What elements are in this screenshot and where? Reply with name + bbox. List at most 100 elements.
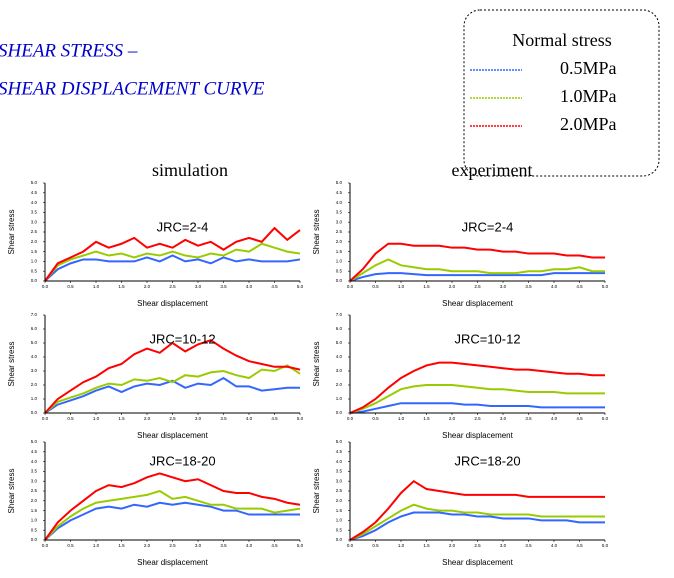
column-title: simulation	[152, 160, 228, 180]
series-line	[44, 364, 301, 414]
x-tick-label: 3.0	[500, 416, 507, 421]
series-line	[349, 272, 605, 282]
series-line	[349, 402, 605, 414]
title-line: SHEAR DISPLACEMENT CURVE	[0, 78, 265, 99]
x-tick-label: 0.5	[67, 416, 74, 421]
x-tick-label: 1.5	[423, 284, 430, 289]
x-tick-label: 1.0	[398, 284, 405, 289]
x-tick-label: 4.0	[551, 543, 558, 548]
x-tick-label: 3.0	[195, 284, 202, 289]
x-tick-label: 5.0	[602, 284, 609, 289]
x-tick-label: 2.0	[449, 416, 456, 421]
y-tick-label: 5.0	[336, 180, 343, 185]
y-tick-label: 3.0	[336, 368, 343, 373]
x-tick-label: 0.0	[42, 543, 49, 548]
legend-label: 2.0MPa	[560, 114, 617, 134]
x-tick-label: 5.0	[297, 543, 304, 548]
y-tick-label: 3.0	[336, 478, 343, 483]
y-tick-label: 7.0	[31, 312, 38, 317]
y-tick-label: 2.0	[336, 382, 343, 387]
y-tick-label: 2.5	[336, 488, 343, 493]
x-tick-label: 2.5	[474, 543, 481, 548]
x-tick-label: 4.0	[551, 416, 558, 421]
x-tick-label: 2.5	[169, 416, 176, 421]
y-tick-label: 0.0	[336, 537, 343, 542]
x-axis-label: Shear displacement	[442, 299, 513, 308]
x-tick-label: 1.0	[93, 543, 100, 548]
x-tick-label: 1.5	[423, 416, 430, 421]
annotation: JRC=2-4	[157, 219, 209, 234]
x-tick-label: 2.0	[449, 284, 456, 289]
y-axis-label: Shear stress	[7, 469, 16, 514]
series-line	[349, 479, 605, 541]
y-tick-label: 7.0	[336, 312, 343, 317]
y-tick-label: 4.0	[336, 459, 343, 464]
y-tick-label: 2.5	[31, 488, 38, 493]
y-tick-label: 1.5	[336, 249, 343, 254]
x-tick-label: 0.5	[372, 416, 379, 421]
y-tick-label: 0.5	[336, 527, 343, 532]
x-axis-label: Shear displacement	[137, 431, 208, 440]
y-tick-label: 5.0	[31, 439, 38, 444]
legend-label: 1.0MPa	[560, 86, 617, 106]
x-tick-label: 5.0	[297, 284, 304, 289]
y-tick-label: 1.0	[336, 396, 343, 401]
y-axis-label: Shear stress	[312, 210, 321, 255]
x-tick-label: 2.5	[169, 543, 176, 548]
y-tick-label: 1.0	[31, 518, 38, 523]
y-tick-label: 6.0	[31, 326, 38, 331]
x-tick-label: 4.5	[271, 543, 278, 548]
x-tick-label: 0.5	[372, 284, 379, 289]
series-line	[44, 339, 301, 414]
x-tick-label: 2.0	[144, 416, 151, 421]
x-tick-label: 4.5	[576, 543, 583, 548]
annotation: JRC=18-20	[454, 453, 520, 468]
x-axis-label: Shear displacement	[442, 431, 513, 440]
y-tick-label: 2.0	[31, 498, 38, 503]
series-line	[44, 472, 301, 541]
y-tick-label: 3.5	[336, 469, 343, 474]
x-tick-label: 3.5	[220, 543, 227, 548]
y-tick-label: 3.0	[336, 219, 343, 224]
x-tick-label: 3.0	[195, 543, 202, 548]
series-line	[44, 489, 301, 541]
x-tick-label: 4.5	[576, 284, 583, 289]
y-tick-label: 4.5	[336, 190, 343, 195]
series-line	[349, 503, 605, 541]
x-axis-label: Shear displacement	[137, 299, 208, 308]
x-tick-label: 2.5	[474, 284, 481, 289]
x-tick-label: 3.5	[525, 416, 532, 421]
x-tick-label: 1.5	[118, 284, 125, 289]
x-tick-label: 1.0	[398, 416, 405, 421]
y-tick-label: 1.0	[336, 518, 343, 523]
y-tick-label: 1.0	[336, 259, 343, 264]
x-tick-label: 5.0	[602, 416, 609, 421]
y-tick-label: 1.5	[336, 508, 343, 513]
y-axis-label: Shear stress	[7, 342, 16, 387]
y-tick-label: 2.0	[31, 239, 38, 244]
x-tick-label: 1.5	[118, 416, 125, 421]
y-tick-label: 1.5	[31, 508, 38, 513]
x-tick-label: 1.5	[118, 543, 125, 548]
x-tick-label: 3.5	[525, 284, 532, 289]
x-tick-label: 5.0	[602, 543, 609, 548]
y-tick-label: 0.0	[31, 537, 38, 542]
y-tick-label: 0.0	[336, 278, 343, 283]
y-tick-label: 5.0	[336, 439, 343, 444]
x-tick-label: 5.0	[297, 416, 304, 421]
y-tick-label: 2.0	[31, 382, 38, 387]
x-tick-label: 2.5	[169, 284, 176, 289]
series-line	[349, 384, 605, 414]
x-tick-label: 4.5	[271, 284, 278, 289]
x-tick-label: 2.0	[144, 543, 151, 548]
y-tick-label: 4.5	[31, 190, 38, 195]
y-tick-label: 0.5	[336, 268, 343, 273]
y-tick-label: 2.0	[336, 239, 343, 244]
x-tick-label: 3.5	[220, 284, 227, 289]
y-tick-label: 3.5	[31, 210, 38, 215]
x-axis-label: Shear displacement	[442, 558, 513, 567]
x-tick-label: 0.5	[67, 284, 74, 289]
y-tick-label: 1.0	[31, 396, 38, 401]
y-tick-label: 5.0	[31, 180, 38, 185]
x-tick-label: 3.0	[195, 416, 202, 421]
